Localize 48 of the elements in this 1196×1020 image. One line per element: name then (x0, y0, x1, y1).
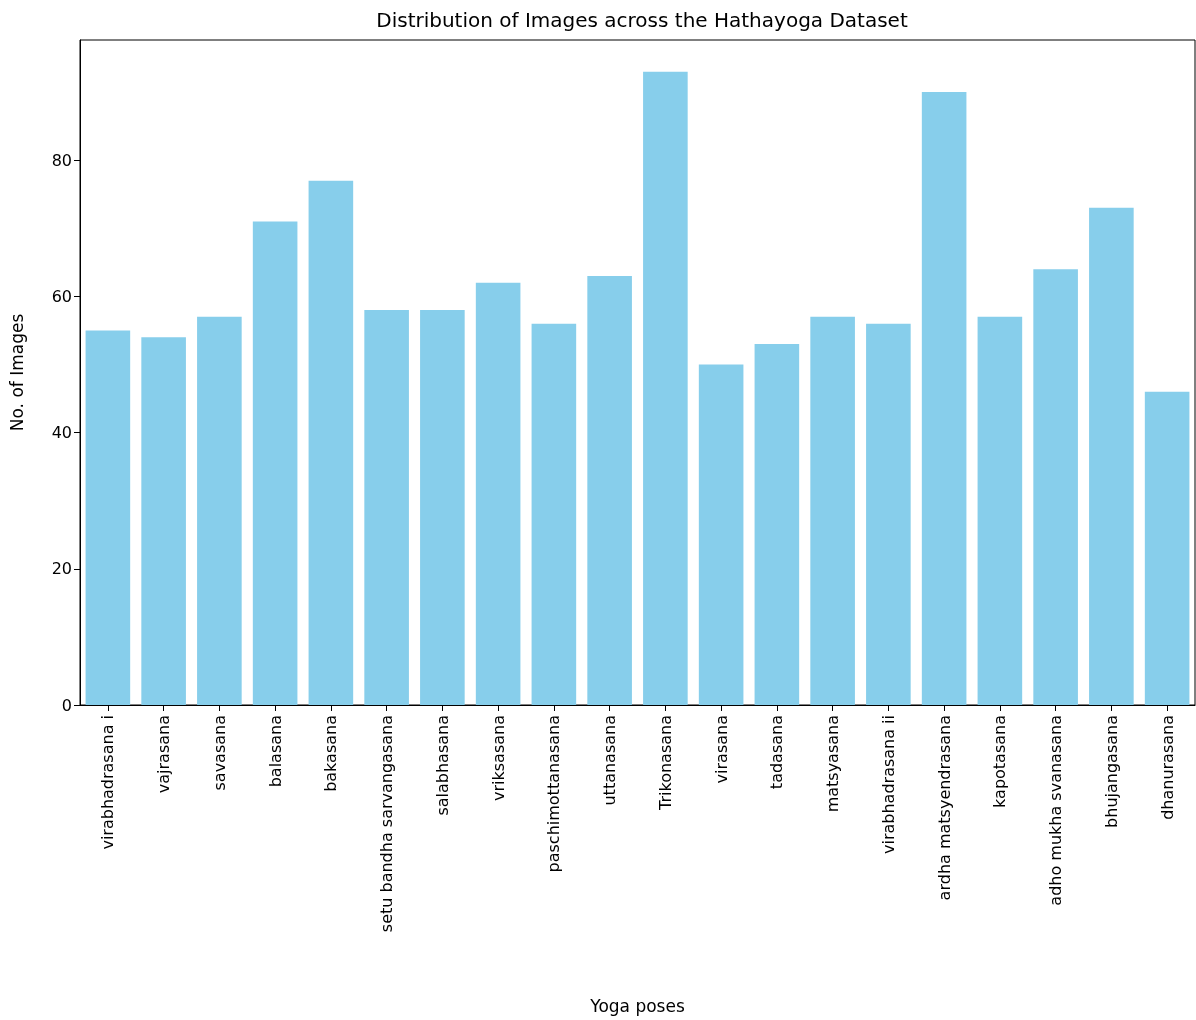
x-tick-label: tadasana (767, 715, 787, 790)
x-tick-label: ardha matsyendrasana (934, 715, 954, 901)
x-tick-label: setu bandha sarvangasana (377, 715, 397, 933)
bar (364, 310, 409, 705)
y-axis-title: No. of Images (6, 313, 27, 432)
bar (866, 323, 911, 705)
bar (85, 330, 131, 705)
bar (810, 316, 855, 705)
y-tick-label: 80 (51, 150, 72, 170)
bar (754, 344, 800, 705)
x-tick-label: kapotasana (990, 715, 1010, 808)
x-tick-label: matsyasana (823, 715, 843, 813)
bar (308, 180, 354, 705)
bar (197, 316, 242, 705)
x-tick-label: savasana (209, 715, 229, 791)
bar (587, 275, 632, 705)
x-tick-label: balasana (265, 715, 285, 788)
x-tick-label: bhujangasana (1101, 715, 1121, 828)
bar (475, 282, 521, 705)
x-tick-label: paschimottanasana (544, 715, 564, 873)
bar (252, 221, 298, 705)
x-tick-label: Trikonasana (655, 715, 675, 811)
x-tick-label: salabhasana (432, 715, 452, 816)
bar (921, 92, 967, 705)
bar (643, 71, 688, 705)
x-tick-label: virabhadrasana ii (878, 715, 898, 854)
bar (531, 323, 577, 705)
x-tick-label: virasana (711, 715, 731, 784)
x-tick-label: bakasana (321, 715, 341, 792)
bar (141, 337, 186, 705)
bar (1144, 391, 1190, 705)
bar (698, 364, 744, 705)
x-tick-label: vajrasana (154, 715, 174, 794)
chart-title: Distribution of Images across the Hathayoga Dataset (376, 8, 908, 32)
y-tick-label: 20 (51, 559, 72, 579)
bar (420, 310, 465, 705)
y-tick-label: 40 (51, 423, 72, 443)
x-tick-label: vriksasana (488, 715, 508, 801)
bar (1033, 269, 1078, 705)
x-tick-label: dhanurasana (1157, 715, 1177, 820)
y-tick-label: 0 (61, 695, 72, 715)
y-tick-label: 60 (51, 286, 72, 306)
x-tick-label: uttanasana (600, 715, 620, 806)
x-tick-label: virabhadrasana i (98, 715, 118, 850)
bar (977, 316, 1023, 705)
x-tick-label: adho mukha svanasana (1046, 715, 1066, 906)
x-axis-title: Yoga poses (589, 995, 685, 1016)
bar (1089, 207, 1134, 705)
